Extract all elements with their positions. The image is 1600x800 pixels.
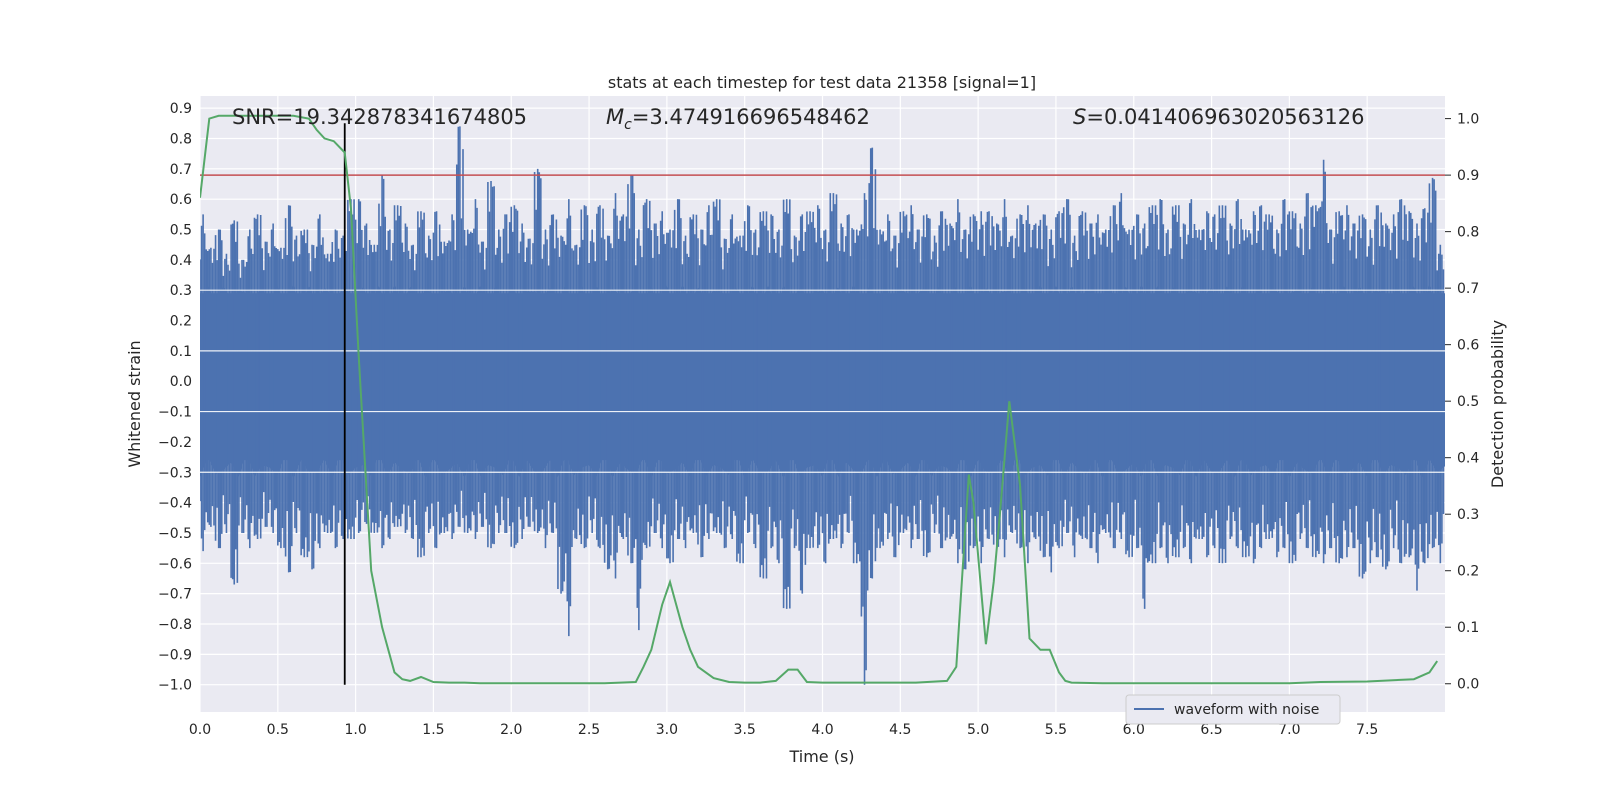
y-axis-right: 1.0 0.9 0.8 0.7 0.6 0.5 0.4 0.3 0.2 0.1 0.0: [1445, 112, 1479, 693]
y-tick-label: 0.9: [170, 101, 192, 117]
y-tick-label: −0.4: [158, 496, 192, 512]
y-axis-label: Whitened strain: [125, 340, 144, 467]
x-tick-label: 0.0: [189, 722, 211, 738]
y-tick-label: 0.3: [170, 283, 192, 299]
y-axis-left: 0.9 0.8 0.7 0.6 0.5 0.4 0.3 0.2 0.1 0.0 −0.1 −0.2 −0…: [158, 101, 192, 694]
chart-title: stats at each timestep for test data 213…: [608, 73, 1036, 92]
x-tick-label: 3.0: [656, 722, 678, 738]
y-tick-label: −0.3: [158, 465, 192, 481]
mc-symbol: M: [606, 105, 624, 129]
x-tick-label: 3.5: [734, 722, 756, 738]
y-tick-label: 0.6: [170, 192, 192, 208]
y-tick-label: 0.2: [170, 314, 192, 330]
mc-annotation: Mc=3.474916696548462: [606, 105, 870, 133]
y2-tick-label: 0.6: [1457, 338, 1479, 354]
legend: waveform with noise: [1125, 694, 1341, 725]
x-tick-label: 7.5: [1356, 722, 1378, 738]
y2-tick-label: 0.3: [1457, 507, 1479, 523]
x-tick-label: 0.5: [267, 722, 289, 738]
y2-tick-label: 0.5: [1457, 394, 1479, 410]
legend-box: [1125, 694, 1341, 725]
mc-subscript: c: [624, 117, 632, 133]
x-tick-label: 4.0: [811, 722, 833, 738]
x-tick-label: 4.5: [889, 722, 911, 738]
x-tick-label: 6.0: [1123, 722, 1145, 738]
x-axis-label: Time (s): [788, 747, 854, 766]
y-tick-label: 0.1: [170, 344, 192, 360]
y2-tick-label: 1.0: [1457, 112, 1479, 128]
y-tick-label: −0.2: [158, 435, 192, 451]
snr-annotation: SNR=19.342878341674805: [232, 105, 527, 129]
x-tick-label: 1.0: [344, 722, 366, 738]
y-tick-label: −0.8: [158, 617, 192, 633]
y-tick-label: 0.7: [170, 162, 192, 178]
s-symbol: S: [1073, 105, 1086, 129]
legend-label-waveform: waveform with noise: [1174, 702, 1319, 718]
y-tick-label: −0.7: [158, 587, 192, 603]
waveform-series: [200, 126, 1445, 685]
y2-tick-label: 0.7: [1457, 281, 1479, 297]
mc-value: =3.474916696548462: [632, 105, 870, 129]
probability-line: [200, 114, 1439, 685]
y-tick-label: −0.1: [158, 405, 192, 421]
y-tick-label: 0.8: [170, 131, 192, 147]
y2-tick-label: 0.2: [1457, 564, 1479, 580]
y2-tick-label: 0.8: [1457, 225, 1479, 241]
x-tick-label: 5.5: [1045, 722, 1067, 738]
x-axis: 0.0 0.5 1.0 1.5 2.0 2.5 3.0 3.5 4.0 4.5 5.0 5.5 6.0 6…: [189, 722, 1378, 738]
x-tick-label: 5.0: [967, 722, 989, 738]
y2-tick-label: 0.4: [1457, 451, 1479, 467]
x-tick-label: 7.0: [1278, 722, 1300, 738]
y-tick-label: −0.5: [158, 526, 192, 542]
y-tick-label: −0.9: [158, 647, 192, 663]
y2-tick-label: 0.0: [1457, 677, 1479, 693]
y-tick-label: 0.4: [170, 253, 192, 269]
y2-tick-label: 0.1: [1457, 620, 1479, 636]
y-tick-label: −1.0: [158, 678, 192, 694]
x-tick-label: 2.5: [578, 722, 600, 738]
s-annotation: S=0.041406963020563126: [1073, 105, 1364, 129]
y2-tick-label: 0.9: [1457, 168, 1479, 184]
x-tick-label: 1.5: [422, 722, 444, 738]
y-tick-label: 0.5: [170, 223, 192, 239]
s-value: =0.041406963020563126: [1086, 105, 1364, 129]
y-tick-label: −0.6: [158, 556, 192, 572]
y-tick-label: 0.0: [170, 374, 192, 390]
probability-series: [200, 114, 1439, 685]
y2-axis-label: Detection probability: [1488, 320, 1507, 488]
x-tick-label: 6.5: [1200, 722, 1222, 738]
x-tick-label: 2.0: [500, 722, 522, 738]
